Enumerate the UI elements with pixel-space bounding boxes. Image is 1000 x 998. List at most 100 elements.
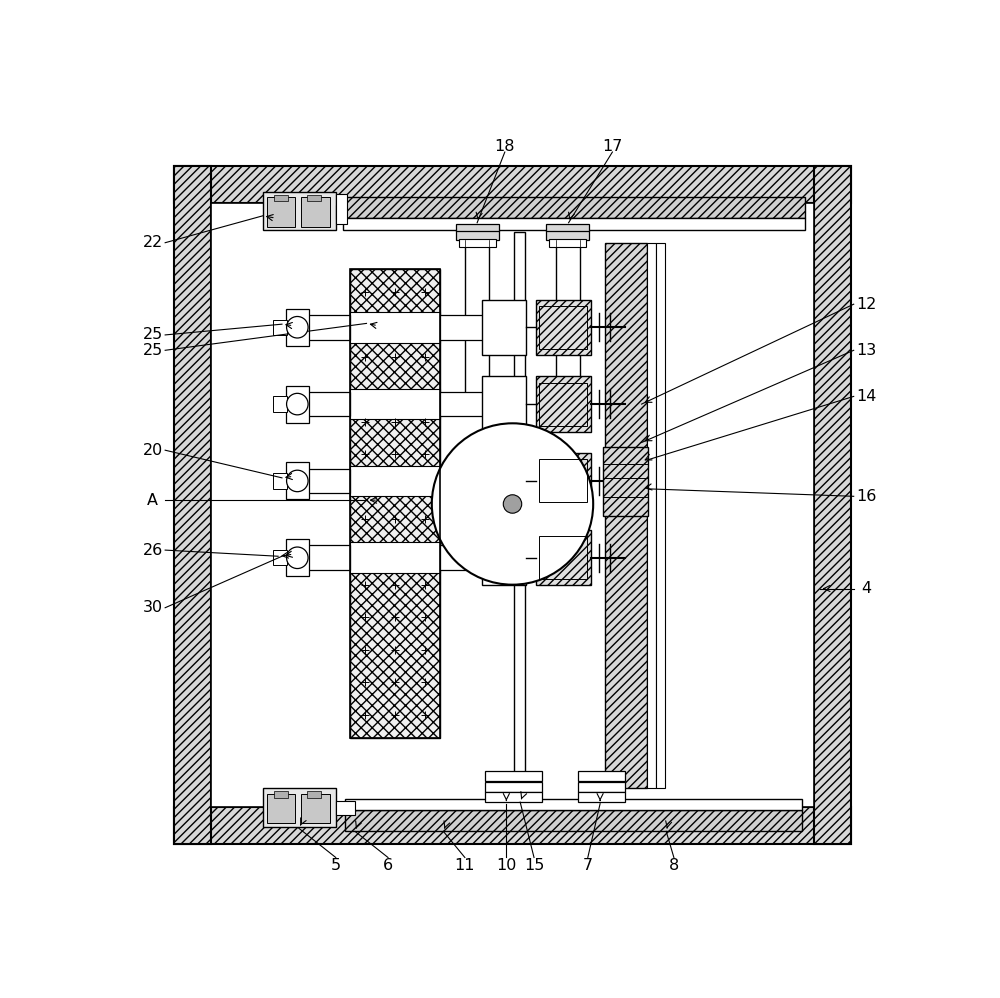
Bar bbox=[307, 469, 350, 493]
Bar bbox=[482, 376, 526, 432]
Bar bbox=[267, 793, 295, 823]
Text: 30: 30 bbox=[143, 600, 163, 615]
Bar bbox=[307, 195, 321, 202]
Text: 13: 13 bbox=[856, 342, 876, 358]
Bar bbox=[814, 166, 851, 843]
Circle shape bbox=[287, 393, 308, 415]
Circle shape bbox=[287, 470, 308, 492]
Bar bbox=[350, 388, 440, 419]
Bar bbox=[307, 392, 350, 416]
Bar bbox=[336, 205, 355, 219]
Bar bbox=[656, 243, 665, 788]
Bar bbox=[301, 793, 330, 823]
Bar bbox=[465, 232, 489, 396]
Bar bbox=[485, 782, 542, 792]
Bar bbox=[273, 473, 287, 489]
Bar bbox=[307, 315, 350, 339]
Text: 16: 16 bbox=[856, 489, 876, 504]
Bar bbox=[350, 268, 440, 738]
Bar bbox=[345, 809, 802, 831]
Bar bbox=[343, 219, 805, 230]
Bar bbox=[536, 299, 591, 355]
Bar bbox=[211, 203, 814, 806]
Text: 25: 25 bbox=[143, 327, 163, 342]
Circle shape bbox=[287, 547, 308, 569]
Bar bbox=[263, 788, 336, 826]
Bar bbox=[286, 539, 309, 576]
Bar bbox=[350, 312, 440, 342]
Text: 22: 22 bbox=[143, 236, 163, 250]
Bar bbox=[514, 232, 525, 792]
Bar bbox=[286, 462, 309, 499]
Bar bbox=[539, 305, 587, 348]
Bar bbox=[273, 396, 287, 412]
Bar bbox=[267, 198, 295, 227]
Bar bbox=[286, 308, 309, 345]
Circle shape bbox=[503, 495, 522, 513]
Bar bbox=[539, 382, 587, 425]
Text: 17: 17 bbox=[602, 139, 623, 154]
Bar bbox=[336, 801, 355, 815]
Bar bbox=[350, 543, 440, 573]
Bar bbox=[485, 792, 542, 802]
Text: 8: 8 bbox=[669, 857, 679, 872]
Bar bbox=[539, 536, 587, 579]
Text: 12: 12 bbox=[856, 296, 876, 311]
Circle shape bbox=[287, 316, 308, 338]
Bar bbox=[546, 230, 589, 241]
Text: 4: 4 bbox=[861, 581, 871, 596]
Bar bbox=[603, 447, 648, 516]
Text: 15: 15 bbox=[524, 857, 544, 872]
Bar bbox=[605, 243, 647, 788]
Text: 26: 26 bbox=[143, 543, 163, 558]
Bar bbox=[536, 453, 591, 509]
Bar bbox=[459, 239, 496, 247]
Text: 25: 25 bbox=[143, 342, 163, 358]
Text: 7: 7 bbox=[583, 857, 593, 872]
Text: 5: 5 bbox=[331, 857, 341, 872]
Bar bbox=[307, 791, 321, 797]
Bar bbox=[174, 166, 851, 203]
Text: 18: 18 bbox=[495, 139, 515, 154]
Bar bbox=[578, 770, 625, 780]
Bar bbox=[578, 792, 625, 802]
Bar bbox=[539, 459, 587, 502]
Bar bbox=[307, 546, 350, 570]
Bar bbox=[536, 376, 591, 432]
Text: 10: 10 bbox=[496, 857, 517, 872]
Bar bbox=[350, 465, 440, 496]
Bar bbox=[485, 770, 542, 780]
Bar bbox=[273, 550, 287, 566]
Bar bbox=[482, 453, 526, 509]
Bar bbox=[286, 385, 309, 422]
Bar bbox=[174, 166, 211, 843]
Bar bbox=[440, 392, 483, 416]
Bar bbox=[345, 799, 802, 809]
Bar bbox=[647, 243, 656, 788]
Bar bbox=[336, 194, 347, 225]
Bar bbox=[263, 192, 336, 231]
Bar bbox=[456, 224, 499, 232]
Bar bbox=[456, 230, 499, 241]
Text: 14: 14 bbox=[856, 389, 876, 404]
Text: A: A bbox=[147, 493, 158, 508]
Text: 6: 6 bbox=[383, 857, 393, 872]
Bar bbox=[556, 232, 580, 396]
Bar bbox=[350, 268, 440, 738]
Bar bbox=[301, 198, 330, 227]
Bar bbox=[578, 782, 625, 792]
Bar bbox=[273, 319, 287, 335]
Bar bbox=[274, 195, 288, 202]
Bar bbox=[174, 806, 851, 843]
Bar bbox=[440, 469, 483, 493]
Bar bbox=[440, 315, 483, 339]
Text: 11: 11 bbox=[455, 857, 475, 872]
Bar bbox=[482, 530, 526, 586]
Bar bbox=[274, 791, 288, 797]
Bar bbox=[343, 197, 805, 219]
Circle shape bbox=[432, 423, 593, 585]
Bar bbox=[536, 530, 591, 586]
Bar bbox=[546, 224, 589, 232]
Bar bbox=[482, 299, 526, 355]
Text: 20: 20 bbox=[143, 443, 163, 458]
